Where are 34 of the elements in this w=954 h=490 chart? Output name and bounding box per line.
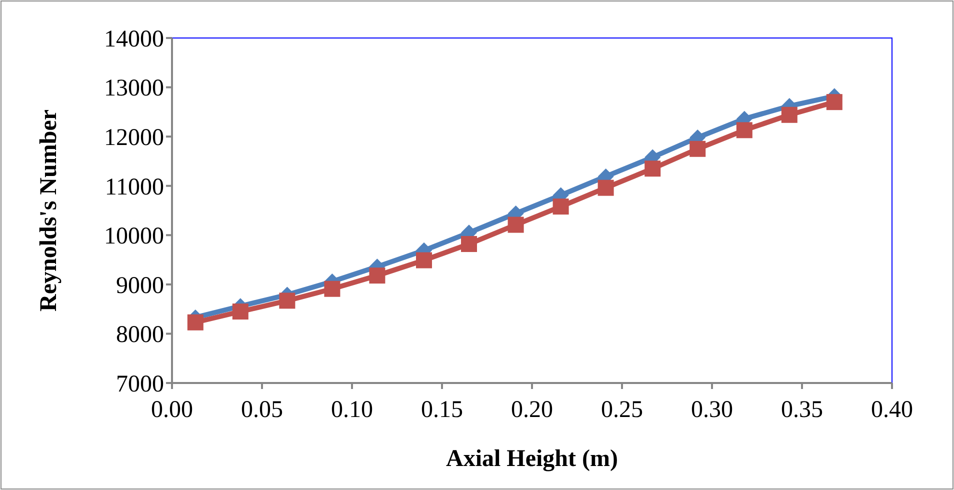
- point: [736, 122, 752, 138]
- point: [508, 216, 524, 233]
- y-axis-title: Reynolds's Number: [36, 109, 62, 312]
- y-tick-label: 12000: [104, 124, 164, 151]
- x-tick-label: 0.15: [421, 397, 463, 423]
- y-tick-label: 13000: [104, 76, 164, 102]
- x-tick-label: 0.05: [241, 397, 283, 423]
- point: [232, 304, 248, 320]
- x-tick-label: 0.30: [691, 397, 733, 423]
- point: [826, 94, 842, 110]
- point: [461, 236, 477, 252]
- point: [416, 252, 432, 268]
- y-tick-label: 14000: [104, 26, 164, 52]
- y-tick-label: 10000: [104, 224, 164, 250]
- y-tick-label: 11000: [104, 174, 164, 200]
- point: [644, 160, 661, 177]
- point: [369, 268, 386, 284]
- y-tick-label: 9000: [116, 272, 164, 299]
- x-axis-title: Axial Height (m): [446, 446, 618, 472]
- point: [598, 180, 614, 196]
- y-tick-label: 7000: [116, 371, 164, 398]
- point: [781, 106, 798, 123]
- x-tick-label: 0.35: [781, 397, 823, 423]
- point: [690, 140, 706, 157]
- x-tick-label: 0.20: [511, 397, 553, 423]
- x-tick-label: 0.25: [601, 397, 643, 423]
- y-tick-label: 8000: [116, 322, 164, 348]
- x-tick-label: 0.00: [151, 397, 193, 423]
- point: [279, 292, 296, 309]
- x-tick-label: 0.10: [331, 397, 373, 423]
- point: [324, 280, 340, 297]
- x-tick-label: 0.40: [871, 397, 913, 423]
- point: [552, 198, 569, 215]
- point: [187, 314, 204, 330]
